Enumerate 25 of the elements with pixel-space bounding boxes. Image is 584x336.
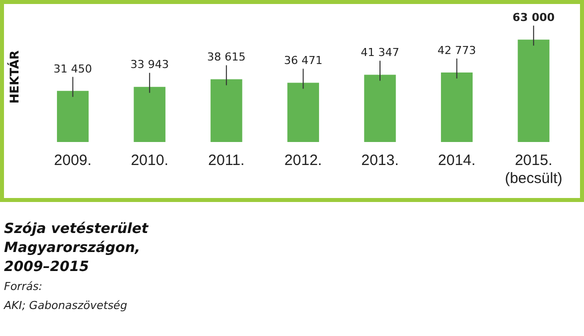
bar — [440, 72, 473, 142]
data-label: 42 773 — [438, 44, 476, 57]
text: Forrás: — [4, 279, 44, 295]
data-label: 33 943 — [130, 58, 169, 72]
x-tick-label: 2009. — [54, 152, 92, 170]
bar — [210, 79, 242, 142]
text: Szója vetésterület Magyarországon, 2009–2015 — [4, 220, 150, 277]
x-tick-label: 2012. — [284, 152, 322, 170]
data-label: 63 000 — [512, 10, 555, 24]
data-label: 38 615 — [207, 50, 246, 64]
data-label: 41 347 — [360, 46, 400, 60]
data-label: 36 471 — [284, 54, 322, 68]
x-tick-label: 2015. (becsült) — [504, 152, 562, 188]
bar — [56, 90, 89, 142]
bar — [287, 82, 320, 142]
x-tick-label: 2011. — [208, 152, 245, 170]
x-tick-label: 2014. — [438, 152, 476, 170]
text: AKI; Gabonaszövetség — [4, 298, 128, 314]
bar — [518, 40, 550, 142]
data-label: 31 450 — [54, 62, 92, 76]
bar — [364, 74, 396, 142]
y-axis-title: HEKTÁR — [6, 50, 22, 104]
bar — [134, 86, 166, 142]
x-tick-label: 2010. — [130, 152, 168, 170]
x-tick-label: 2013. — [361, 152, 399, 170]
